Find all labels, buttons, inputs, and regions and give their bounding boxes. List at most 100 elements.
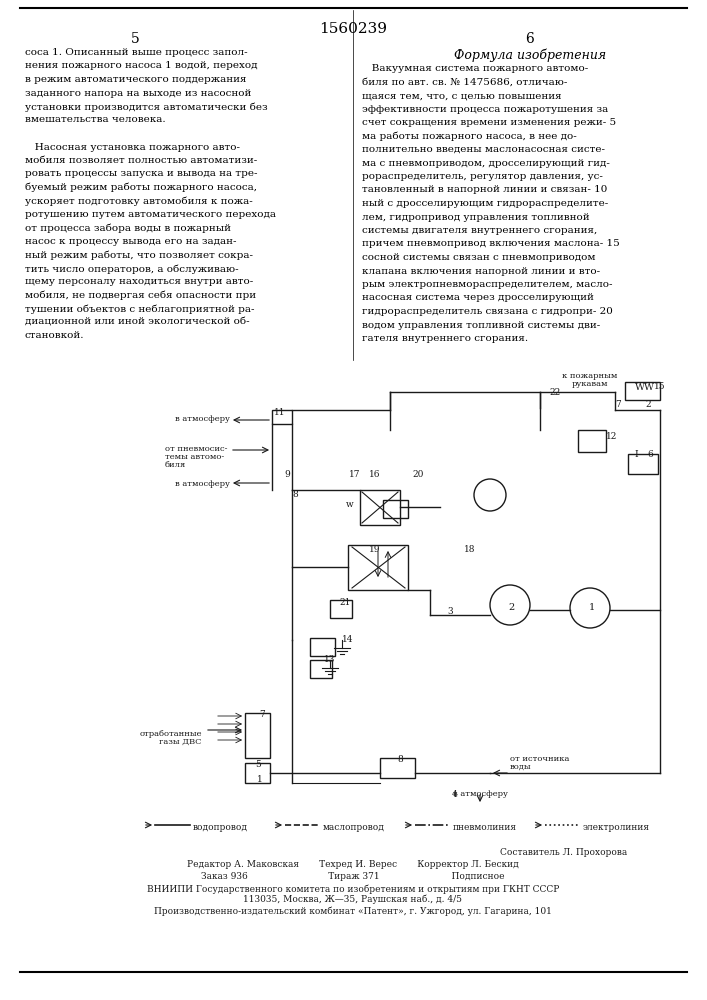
Text: электролиния: электролиния — [583, 823, 650, 832]
Text: соса 1. Описанный выше процесс запол-: соса 1. Описанный выше процесс запол- — [25, 48, 247, 57]
Bar — [245, 713, 270, 758]
Text: 5: 5 — [131, 32, 139, 46]
Bar — [625, 382, 660, 400]
Bar — [578, 430, 606, 452]
Text: воды: воды — [510, 763, 532, 771]
Text: системы двигателя внутреннего сгорания,: системы двигателя внутреннего сгорания, — [362, 226, 597, 235]
Text: щему персоналу находиться внутри авто-: щему персоналу находиться внутри авто- — [25, 277, 253, 286]
Text: 113035, Москва, Ж—35, Раушская наб., д. 4/5: 113035, Москва, Ж—35, Раушская наб., д. … — [243, 895, 462, 904]
Text: тить число операторов, а обслуживаю-: тить число операторов, а обслуживаю- — [25, 264, 239, 273]
Text: буемый режим работы пожарного насоса,: буемый режим работы пожарного насоса, — [25, 183, 257, 192]
Text: установки производится автоматически без: установки производится автоматически без — [25, 102, 268, 111]
Text: Редактор А. Маковская       Техред И. Верес       Корректор Л. Бескид: Редактор А. Маковская Техред И. Верес Ко… — [187, 860, 519, 869]
Text: вмешательства человека.: вмешательства человека. — [25, 115, 165, 124]
Text: 19: 19 — [369, 545, 381, 554]
Text: причем пневмопривод включения маслона- 15: причем пневмопривод включения маслона- 1… — [362, 239, 620, 248]
Text: водопровод: водопровод — [193, 823, 248, 832]
Text: диационной или иной экологической об-: диационной или иной экологической об- — [25, 318, 250, 327]
Text: от пневмосис-: от пневмосис- — [165, 445, 228, 453]
Text: 7: 7 — [259, 710, 265, 719]
Text: насос к процессу вывода его на задан-: насос к процессу вывода его на задан- — [25, 237, 237, 246]
Text: лем, гидропривод управления топливной: лем, гидропривод управления топливной — [362, 213, 590, 222]
Bar — [380, 758, 415, 778]
Text: клапана включения напорной линии и вто-: клапана включения напорной линии и вто- — [362, 266, 600, 275]
Text: становкой.: становкой. — [25, 332, 85, 340]
Text: 15: 15 — [654, 382, 666, 391]
Text: пневмолиния: пневмолиния — [453, 823, 517, 832]
Bar — [330, 600, 352, 618]
Text: Производственно-издательский комбинат «Патент», г. Ужгород, ул. Гагарина, 101: Производственно-издательский комбинат «П… — [154, 906, 552, 916]
Text: I: I — [634, 450, 638, 459]
Text: 9: 9 — [284, 470, 290, 479]
Text: в атмосферу: в атмосферу — [175, 415, 230, 423]
Text: в режим автоматического поддержания: в режим автоматического поддержания — [25, 75, 247, 84]
Text: Составитель Л. Прохорова: Составитель Л. Прохорова — [500, 848, 627, 857]
Text: WW: WW — [635, 382, 655, 391]
Text: 1: 1 — [589, 603, 595, 612]
Text: 6: 6 — [647, 450, 653, 459]
Bar — [310, 638, 335, 656]
Circle shape — [490, 585, 530, 625]
Text: 14: 14 — [342, 635, 354, 644]
Text: w: w — [346, 500, 354, 509]
Text: 4: 4 — [452, 790, 458, 799]
Text: 17: 17 — [349, 470, 361, 479]
Text: 12: 12 — [606, 432, 617, 441]
Text: 16: 16 — [369, 470, 381, 479]
Text: гидрораспределитель связана с гидропри- 20: гидрораспределитель связана с гидропри- … — [362, 307, 613, 316]
Text: биля по авт. св. № 1475686, отличаю-: биля по авт. св. № 1475686, отличаю- — [362, 78, 568, 87]
Text: тановленный в напорной линии и связан- 10: тановленный в напорной линии и связан- 1… — [362, 186, 607, 194]
Bar — [383, 500, 408, 518]
Text: от процесса забора воды в пожарный: от процесса забора воды в пожарный — [25, 224, 231, 233]
Text: 5: 5 — [255, 760, 261, 769]
Text: 2: 2 — [509, 603, 515, 612]
Text: ускоряет подготовку автомобиля к пожа-: ускоряет подготовку автомобиля к пожа- — [25, 196, 252, 206]
Text: 8: 8 — [292, 490, 298, 499]
Bar — [245, 763, 270, 783]
Text: 18: 18 — [464, 545, 476, 554]
Text: 20: 20 — [412, 470, 423, 479]
Text: в атмосферу: в атмосферу — [175, 480, 230, 488]
Text: 1560239: 1560239 — [319, 22, 387, 36]
Text: рораспределитель, регулятор давления, ус-: рораспределитель, регулятор давления, ус… — [362, 172, 603, 181]
Text: в атмосферу: в атмосферу — [452, 790, 508, 798]
Text: насосная система через дросселирующий: насосная система через дросселирующий — [362, 294, 594, 302]
Text: маслопровод: маслопровод — [323, 823, 385, 832]
Text: тушении объектов с неблагоприятной ра-: тушении объектов с неблагоприятной ра- — [25, 304, 255, 314]
Text: рукавам: рукавам — [572, 380, 608, 388]
Text: Насосная установка пожарного авто-: Насосная установка пожарного авто- — [25, 142, 240, 151]
Text: биля: биля — [165, 461, 186, 469]
Text: 22: 22 — [549, 388, 561, 397]
Text: ный режим работы, что позволяет сокра-: ный режим работы, что позволяет сокра- — [25, 250, 253, 260]
Text: Формула изобретения: Формула изобретения — [454, 48, 606, 62]
Bar — [628, 454, 658, 474]
Text: 3: 3 — [448, 607, 452, 616]
Text: полнительно введены маслонасосная систе-: полнительно введены маслонасосная систе- — [362, 145, 605, 154]
Bar — [360, 490, 400, 525]
Text: ный с дросселирующим гидрораспределите-: ный с дросселирующим гидрораспределите- — [362, 199, 608, 208]
Text: заданного напора на выходе из насосной: заданного напора на выходе из насосной — [25, 89, 252, 98]
Text: 11: 11 — [274, 408, 286, 417]
Text: темы автомо-: темы автомо- — [165, 453, 224, 461]
Text: ровать процессы запуска и вывода на тре-: ровать процессы запуска и вывода на тре- — [25, 169, 257, 178]
Text: водом управления топливной системы дви-: водом управления топливной системы дви- — [362, 320, 600, 330]
Text: рым электропневмораспределителем, масло-: рым электропневмораспределителем, масло- — [362, 280, 612, 289]
Text: мобиля, не подвергая себя опасности при: мобиля, не подвергая себя опасности при — [25, 291, 256, 300]
Text: щаяся тем, что, с целью повышения: щаяся тем, что, с целью повышения — [362, 91, 561, 100]
Text: счет сокращения времени изменения режи- 5: счет сокращения времени изменения режи- … — [362, 118, 616, 127]
Text: Вакуумная система пожарного автомо-: Вакуумная система пожарного автомо- — [362, 64, 588, 73]
Bar — [348, 545, 408, 590]
Text: 1: 1 — [257, 775, 263, 784]
Circle shape — [570, 588, 610, 628]
Text: ротушению путем автоматического перехода: ротушению путем автоматического перехода — [25, 210, 276, 219]
Text: мобиля позволяет полностью автоматизи-: мобиля позволяет полностью автоматизи- — [25, 156, 257, 165]
Text: ма с пневмоприводом, дросселирующий гид-: ма с пневмоприводом, дросселирующий гид- — [362, 158, 610, 167]
Bar — [272, 410, 292, 424]
Text: 7: 7 — [615, 400, 621, 409]
Text: нения пожарного насоса 1 водой, переход: нения пожарного насоса 1 водой, переход — [25, 62, 257, 70]
Text: эффективности процесса пожаротушения за: эффективности процесса пожаротушения за — [362, 104, 608, 113]
Text: сосной системы связан с пневмоприводом: сосной системы связан с пневмоприводом — [362, 253, 595, 262]
Text: 2: 2 — [645, 400, 651, 409]
Text: к пожарным: к пожарным — [562, 372, 618, 380]
Text: газы ДВС: газы ДВС — [160, 738, 202, 746]
